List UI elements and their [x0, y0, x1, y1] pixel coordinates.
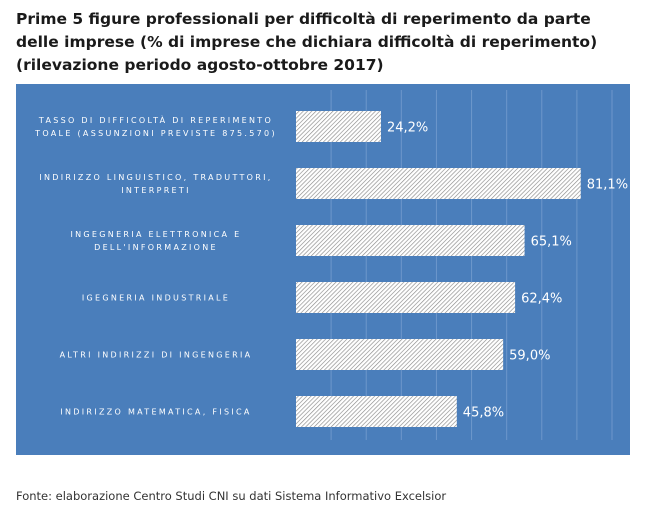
source-note: Fonte: elaborazione Centro Studi CNI su …: [16, 489, 447, 503]
data-label: 59,0%: [509, 349, 550, 364]
category-label: INDIRIZZO LINGUISTICO, TRADUTTORI, INTERP…: [39, 173, 272, 195]
bar: [296, 225, 525, 256]
bar-chart: 24,2% TASSO DI DIFFICOLTÀ DI REPERIMENTO T…: [34, 90, 628, 440]
bar: [296, 282, 516, 313]
category-label: ALTRI INDIRIZZI DI INGENGERIA: [60, 351, 253, 360]
bar: [296, 339, 504, 370]
chart-area: 24,2% TASSO DI DIFFICOLTÀ DI REPERIMENTO T…: [16, 84, 630, 455]
data-label: 65,1%: [531, 235, 572, 250]
bar: [296, 168, 581, 199]
data-label: 62,4%: [521, 292, 562, 307]
category-label: IGEGNERIA INDUSTRIALE: [82, 294, 230, 303]
data-label: 81,1%: [587, 178, 628, 193]
category-label: INDIRIZZO MATEMATICA, FISICA: [60, 408, 251, 417]
data-label: 24,2%: [387, 121, 428, 136]
bar: [296, 396, 457, 427]
data-label: 45,8%: [463, 406, 504, 421]
category-label: TASSO DI DIFFICOLTÀ DI REPERIMENTO TOALE …: [34, 114, 277, 138]
category-label: INGEGNERIA ELETTRONICA E DELL'INFORMAZION…: [70, 230, 241, 252]
chart-title: Prime 5 figure professionali per diffico…: [16, 10, 598, 74]
bar: [296, 111, 381, 142]
